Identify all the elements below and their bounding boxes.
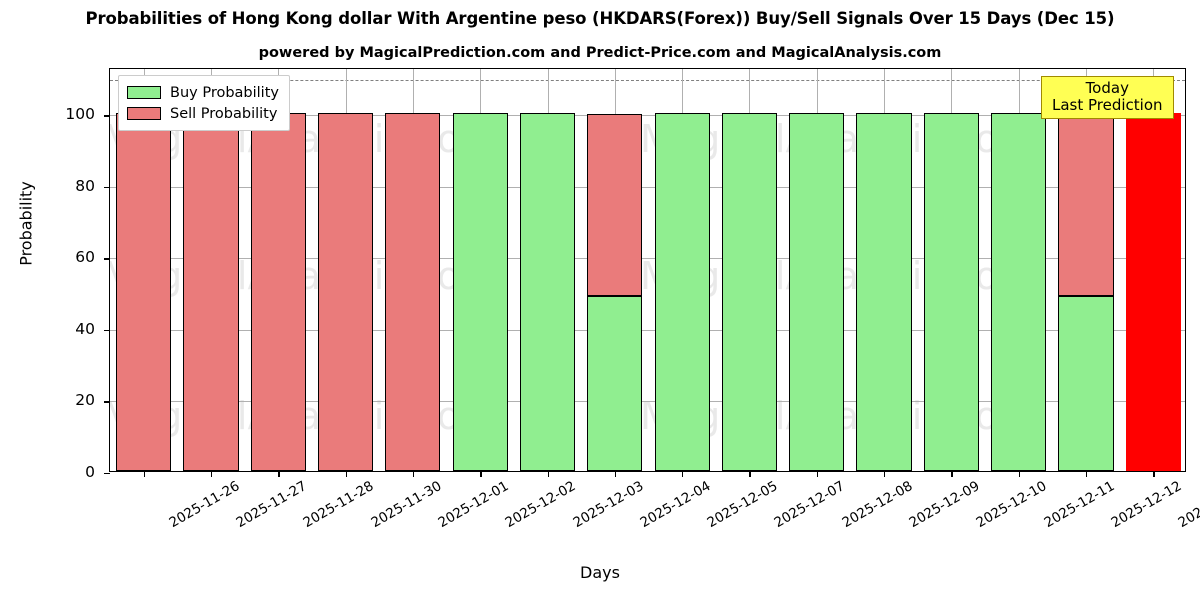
bar-group[interactable] [452, 69, 508, 471]
bar-segment-buy[interactable] [452, 113, 508, 471]
bar-segment-today[interactable] [1125, 113, 1181, 471]
bar-segment-buy[interactable] [991, 113, 1047, 471]
x-tick-label: 2025-12-09 [906, 478, 983, 532]
bar-segment-sell[interactable] [116, 113, 172, 471]
x-axis-title: Days [580, 563, 620, 582]
x-tick-mark [210, 471, 213, 477]
reference-line [110, 79, 1185, 81]
x-tick-label: 2025-11-30 [368, 478, 445, 532]
x-tick-label: 2025-12-07 [771, 478, 848, 532]
x-tick-mark [816, 471, 819, 477]
bar-segment-buy[interactable] [587, 295, 643, 471]
x-tick-label: 2025-11-27 [233, 478, 310, 532]
bar-group[interactable] [116, 69, 172, 471]
chart-legend[interactable]: Buy Probability Sell Probability [118, 75, 290, 131]
x-tick-label: 2025-12-02 [502, 478, 579, 532]
y-tick-mark [104, 401, 110, 403]
x-tick-label: 2025-12-12 [1108, 478, 1185, 532]
y-tick-label: 80 [75, 176, 95, 195]
bar-segment-buy[interactable] [721, 113, 778, 471]
today-last-prediction-annotation: Today Last Prediction [1041, 76, 1174, 119]
x-tick-label: 2025-11-26 [166, 478, 243, 532]
x-tick-label: 2025-12-05 [704, 478, 781, 532]
x-tick-label: 2025-12-04 [637, 478, 714, 532]
bar-segment-sell[interactable] [250, 113, 306, 471]
bar-group[interactable] [721, 69, 778, 471]
legend-label: Buy Probability [170, 84, 279, 101]
x-tick-mark [345, 471, 347, 477]
x-tick-mark [749, 471, 751, 477]
bar-group[interactable] [183, 69, 239, 471]
bar-segment-sell[interactable] [317, 113, 374, 471]
y-tick-label: 100 [65, 105, 95, 124]
y-tick-mark [104, 258, 110, 260]
last-prediction-label: Last Prediction [1052, 95, 1163, 114]
bar-group[interactable] [519, 69, 576, 471]
x-tick-mark [1018, 471, 1021, 477]
gridline-horizontal [110, 115, 1185, 117]
bar-group[interactable] [385, 69, 441, 471]
x-tick-mark [1153, 471, 1155, 477]
legend-swatch-buy [127, 86, 161, 99]
x-tick-mark [951, 471, 953, 477]
x-tick-mark [682, 471, 684, 477]
x-tick-mark [884, 471, 886, 477]
bar-segment-buy[interactable] [923, 113, 979, 471]
legend-label: Sell Probability [170, 105, 278, 122]
gridline-horizontal [110, 329, 1185, 331]
bar-segment-sell[interactable] [385, 113, 441, 471]
bar-group[interactable] [923, 69, 979, 471]
x-tick-label: 2025-12-01 [435, 478, 512, 532]
gridline-horizontal [110, 258, 1185, 260]
legend-item[interactable]: Sell Probability [127, 103, 279, 124]
x-tick-label: 2025-12-10 [973, 478, 1050, 532]
y-tick-label: 40 [75, 319, 95, 338]
legend-swatch-sell [127, 107, 161, 120]
bar-segment-buy[interactable] [856, 113, 912, 471]
bar-group[interactable] [789, 69, 845, 471]
gridline-horizontal [110, 401, 1185, 403]
x-tick-label: 2025-12-03 [570, 478, 646, 532]
x-tick-label: 2025-12-11 [1041, 478, 1118, 532]
chart-title: Probabilities of Hong Kong dollar With A… [85, 9, 1115, 28]
bar-group[interactable] [856, 69, 912, 471]
y-tick-mark [104, 115, 110, 117]
bar-segment-buy[interactable] [519, 113, 576, 471]
x-tick-mark [1086, 471, 1088, 477]
y-tick-label: 20 [75, 391, 95, 410]
y-tick-mark [104, 329, 110, 332]
bar-group[interactable] [250, 69, 306, 471]
x-tick-label: 2025-11-28 [300, 478, 377, 532]
x-tick-mark [143, 471, 145, 477]
y-axis-tick-labels: 0 20 40 60 80 100 [0, 68, 103, 481]
bar-segment-buy[interactable] [654, 113, 710, 471]
y-tick-mark [104, 473, 110, 475]
x-tick-label: 2025-12-08 [839, 478, 916, 532]
bar-group[interactable] [991, 69, 1047, 471]
bar-group[interactable] [1058, 69, 1114, 471]
gridline-horizontal [110, 186, 1185, 188]
y-tick-mark [104, 186, 110, 189]
x-tick-mark [412, 471, 415, 477]
x-tick-mark [547, 471, 549, 477]
bar-segment-buy[interactable] [789, 113, 845, 471]
x-tick-mark [278, 471, 280, 477]
bar-group[interactable] [1125, 69, 1181, 471]
bar-group[interactable] [654, 69, 710, 471]
x-tick-mark [614, 471, 617, 477]
bar-segment-sell[interactable] [587, 113, 643, 296]
bar-segment-buy[interactable] [1058, 295, 1114, 471]
bar-group[interactable] [587, 69, 643, 471]
bar-segment-sell[interactable] [183, 113, 239, 471]
y-tick-label: 60 [75, 248, 95, 267]
x-tick-mark [480, 471, 482, 477]
today-label: Today [1085, 79, 1129, 97]
chart-subtitle: powered by MagicalPrediction.com and Pre… [258, 45, 942, 61]
y-tick-label: 0 [85, 463, 95, 481]
bar-segment-sell[interactable] [1058, 113, 1114, 296]
bar-group[interactable] [317, 69, 374, 471]
legend-item[interactable]: Buy Probability [127, 82, 279, 103]
